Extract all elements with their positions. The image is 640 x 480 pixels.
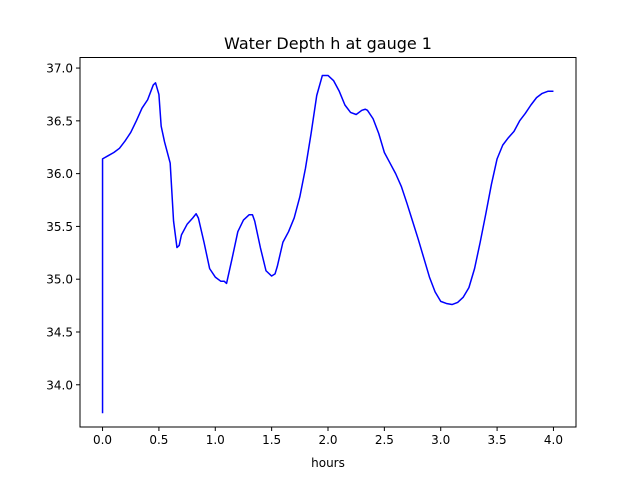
x-tick-label: 3.0 bbox=[431, 433, 450, 447]
x-axis-ticks: 0.0 0.5 1.0 1.5 2.0 2.5 3.0 3.5 4.0 bbox=[93, 427, 563, 447]
series-line-0 bbox=[101, 74, 554, 414]
x-tick-label: 2.5 bbox=[375, 433, 394, 447]
x-tick-label: 0.5 bbox=[149, 433, 168, 447]
y-tick-label: 34.5 bbox=[46, 325, 73, 339]
y-tick-label: 36.5 bbox=[46, 114, 73, 128]
y-tick-label: 35.5 bbox=[46, 220, 73, 234]
plot-area bbox=[101, 74, 554, 414]
x-tick-label: 2.0 bbox=[318, 433, 337, 447]
y-tick-label: 36.0 bbox=[46, 167, 73, 181]
x-tick-label: 0.0 bbox=[93, 433, 112, 447]
x-tick-label: 1.5 bbox=[262, 433, 281, 447]
x-tick-label: 4.0 bbox=[544, 433, 563, 447]
y-tick-label: 37.0 bbox=[46, 62, 73, 76]
y-axis-ticks: 34.0 34.5 35.0 35.5 36.0 36.5 37.0 bbox=[46, 62, 80, 392]
chart-title: Water Depth h at gauge 1 bbox=[224, 34, 432, 53]
y-tick-label: 35.0 bbox=[46, 273, 73, 287]
plot-frame bbox=[79, 57, 577, 428]
x-tick-label: 3.5 bbox=[488, 433, 507, 447]
y-tick-label: 34.0 bbox=[46, 378, 73, 392]
x-tick-label: 1.0 bbox=[206, 433, 225, 447]
x-axis-label: hours bbox=[311, 456, 345, 470]
